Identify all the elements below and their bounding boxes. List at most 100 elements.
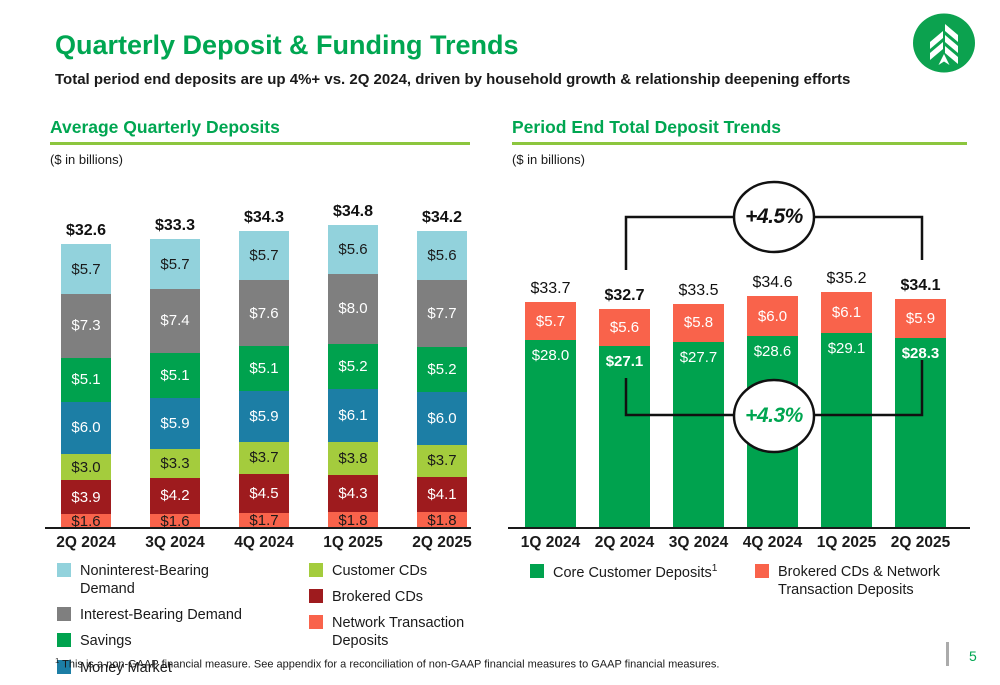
left-chart-legend: Noninterest-Bearing Demand Interest-Beari… <box>57 562 500 685</box>
legend-swatch <box>755 564 769 578</box>
segment-brokered-cds-network-transaction-deposits: $5.7 <box>525 302 576 341</box>
segment-savings: $5.1 <box>150 353 200 398</box>
segment-interest-bearing-demand: $7.7 <box>417 280 467 348</box>
legend-label: Savings <box>80 633 132 650</box>
x-axis-label: 4Q 2024 <box>742 534 803 551</box>
legend-item-network-transaction-deposits: Network Transaction Deposits <box>309 614 500 650</box>
segment-network-transaction-deposits: $1.6 <box>150 512 200 530</box>
segment-value-label: $5.7 <box>535 312 566 330</box>
legend-label: Brokered CDs & Network Transaction Depos… <box>778 564 940 599</box>
core-growth-annotation: +4.3% <box>745 404 803 427</box>
bar-1q-2025: $35.2 $6.1 $29.1 <box>821 270 872 528</box>
segment-brokered-cds: $4.2 <box>150 477 200 515</box>
page-number: 5 <box>969 648 977 664</box>
x-axis-label: 1Q 2024 <box>520 534 581 551</box>
legend-item-brokered-cds: Brokered CDs <box>309 588 500 606</box>
segment-value-label: $1.8 <box>427 511 457 529</box>
segment-value-label: $6.0 <box>427 409 457 427</box>
legend-label: Money Market <box>80 659 172 676</box>
bar-stack: $5.7 $7.4 $5.1 $5.9 $3.3 $4.2 $1.6 <box>150 239 200 530</box>
bar-stack: $5.8 $27.7 <box>673 303 724 528</box>
bar-2q-2024: $32.7 $5.6 $27.1 <box>599 287 650 528</box>
segment-value-label: $6.1 <box>338 406 368 424</box>
total-growth-annotation: +4.5% <box>745 205 803 228</box>
segment-value-label: $1.6 <box>160 512 190 530</box>
segment-value-label: $5.6 <box>427 247 457 265</box>
legend-item-savings: Savings <box>57 632 309 650</box>
bar-total-label: $34.2 <box>421 209 463 227</box>
segment-value-label: $4.5 <box>249 485 279 503</box>
bar-total-label: $34.1 <box>900 276 941 294</box>
segment-value-label: $7.7 <box>427 305 457 323</box>
segment-brokered-cds-network-transaction-deposits: $5.9 <box>895 298 946 339</box>
x-axis-label: 2Q 2025 <box>890 534 951 551</box>
company-logo <box>913 13 975 73</box>
legend-label: Network Transaction Deposits <box>332 615 465 650</box>
segment-brokered-cds-network-transaction-deposits: $5.8 <box>673 303 724 343</box>
bar-total-label: $33.5 <box>678 281 719 299</box>
segment-value-label: $6.0 <box>757 307 788 325</box>
legend-swatch <box>309 563 323 577</box>
bar-stack: $5.6 $27.1 <box>599 308 650 528</box>
segment-core-customer-deposits: $27.7 <box>673 342 724 528</box>
segment-value-label: $1.6 <box>71 512 101 530</box>
legend-column-1: Noninterest-Bearing Demand Interest-Beari… <box>57 562 309 685</box>
bar-stack: $5.7 $28.0 <box>525 302 576 528</box>
bar-total-label: $34.8 <box>332 203 374 221</box>
segment-value-label: $5.1 <box>160 366 190 384</box>
right-x-axis-labels: 1Q 2024 2Q 2024 3Q 2024 4Q 2024 1Q 2025 2Q 20… <box>512 534 970 552</box>
right-chart-units: ($ in billions) <box>512 152 585 167</box>
legend-swatch <box>309 589 323 604</box>
right-title-underline <box>512 142 967 145</box>
segment-savings: $5.2 <box>328 343 378 389</box>
segment-value-label: $1.8 <box>338 511 368 529</box>
segment-interest-bearing-demand: $7.4 <box>150 288 200 354</box>
segment-value-label: $1.7 <box>249 512 279 530</box>
segment-value-label: $7.6 <box>249 304 279 322</box>
legend-label: Core Customer Deposits1 <box>553 563 718 581</box>
tree-icon <box>930 24 958 65</box>
segment-brokered-cds: $3.9 <box>61 480 111 515</box>
bar-total-label: $33.3 <box>154 217 196 235</box>
segment-value-label: $4.1 <box>427 486 457 504</box>
segment-value-label: $28.0 <box>531 347 570 365</box>
legend-label: Brokered CDs <box>332 589 424 606</box>
segment-value-label: $6.0 <box>71 419 101 437</box>
x-axis-label: 1Q 2025 <box>323 534 383 551</box>
legend-label: Customer CDs <box>332 563 428 579</box>
segment-money-market: $5.9 <box>150 397 200 449</box>
legend-item-brokered-cds-network-transaction-deposits: Brokered CDs & Network Transaction Depos… <box>755 563 968 599</box>
segment-value-label: $4.3 <box>338 485 368 503</box>
legend-item-interest-bearing-demand: Interest-Bearing Demand <box>57 606 309 624</box>
segment-value-label: $5.7 <box>249 246 279 264</box>
bar-2q-2024: $32.6 $5.7 $7.3 $5.1 $6.0 $3.0 $3.9 $1.6 <box>61 222 111 530</box>
segment-value-label: $6.1 <box>831 304 862 322</box>
segment-interest-bearing-demand: $7.3 <box>61 294 111 358</box>
segment-interest-bearing-demand: $7.6 <box>239 280 289 347</box>
right-chart-title: Period End Total Deposit Trends <box>512 117 782 137</box>
segment-value-label: $29.1 <box>827 340 866 358</box>
bar-4q-2024: $34.3 $5.7 $7.6 $5.1 $5.9 $3.7 $4.5 $1.7 <box>239 209 289 528</box>
segment-value-label: $5.2 <box>427 361 457 379</box>
segment-brokered-cds: $4.3 <box>328 474 378 513</box>
segment-customer-cds: $3.8 <box>328 441 378 475</box>
legend-label: Noninterest-Bearing Demand <box>80 563 209 598</box>
bar-total-label: $34.6 <box>752 274 793 292</box>
legend-item-noninterest-bearing-demand: Noninterest-Bearing Demand <box>57 562 309 598</box>
segment-network-transaction-deposits: $1.6 <box>61 512 111 530</box>
segment-network-transaction-deposits: $1.8 <box>417 512 467 528</box>
x-axis-label: 4Q 2024 <box>234 534 294 551</box>
segment-core-customer-deposits: $27.1 <box>599 346 650 528</box>
left-chart-units: ($ in billions) <box>50 152 123 167</box>
segment-value-label: $3.7 <box>427 452 457 470</box>
segment-value-label: $5.9 <box>905 310 936 328</box>
legend-swatch <box>57 563 71 577</box>
segment-value-label: $7.4 <box>160 312 190 330</box>
bar-total-label: $32.7 <box>604 286 645 304</box>
segment-brokered-cds-network-transaction-deposits: $5.6 <box>599 308 650 347</box>
segment-customer-cds: $3.3 <box>150 448 200 478</box>
segment-value-label: $8.0 <box>338 300 368 318</box>
segment-interest-bearing-demand: $8.0 <box>328 274 378 344</box>
segment-value-label: $5.1 <box>71 371 101 389</box>
